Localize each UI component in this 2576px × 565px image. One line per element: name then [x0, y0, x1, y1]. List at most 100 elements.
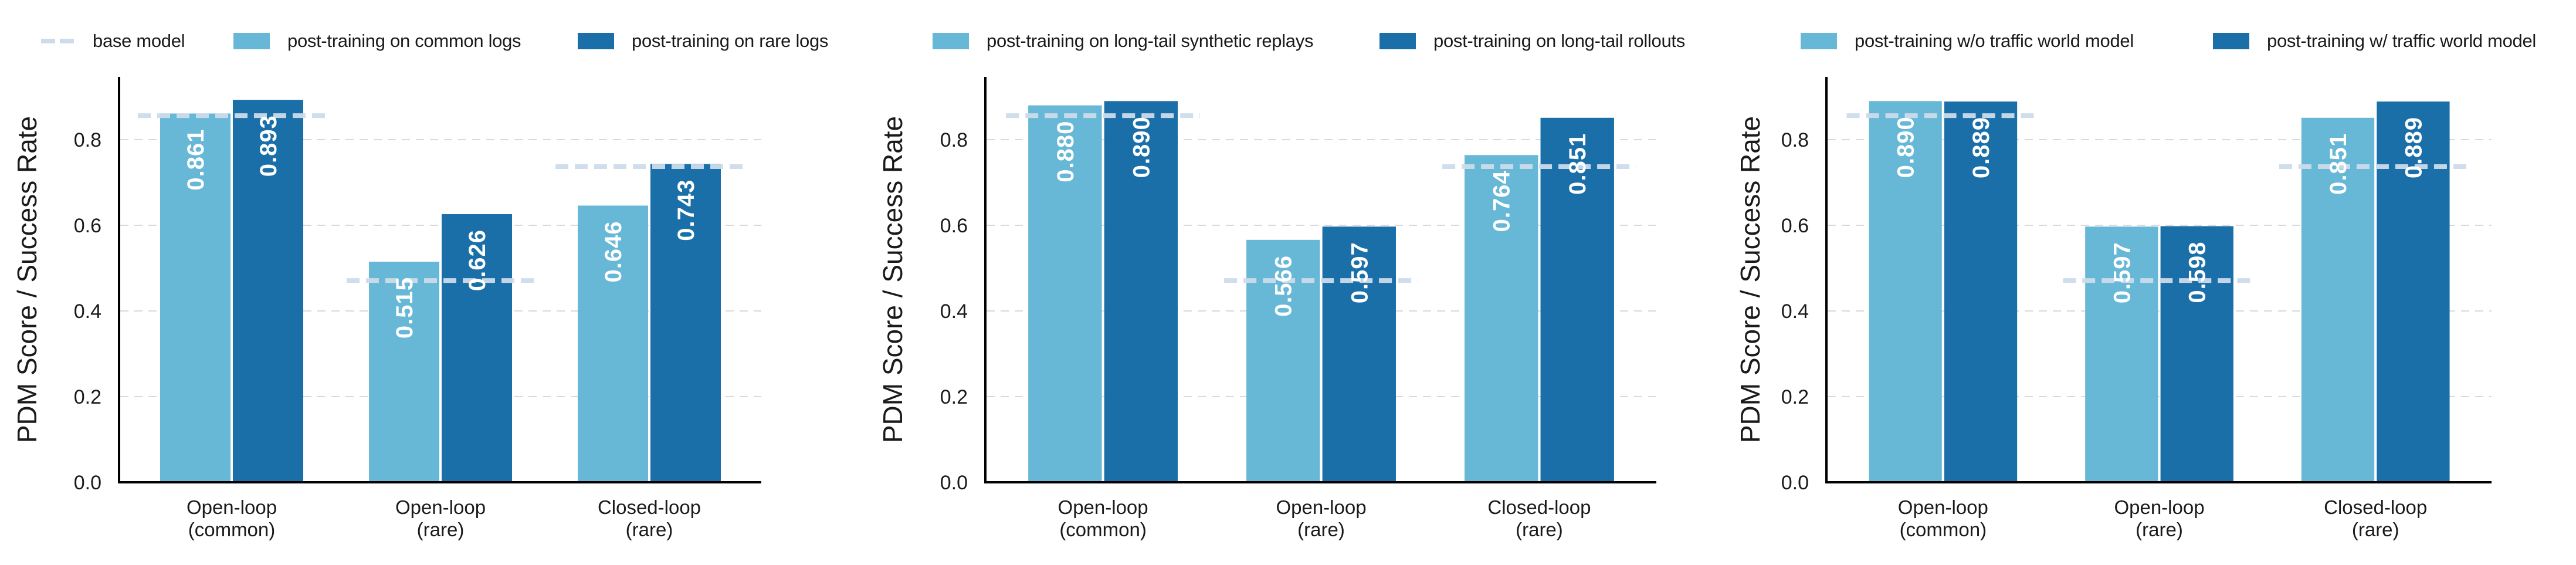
value-label: 0.743 [673, 180, 699, 241]
x-tick-label: Open-loop [1276, 496, 1366, 518]
legend-label: post-training on common logs [287, 31, 521, 51]
legend-label: post-training w/ traffic world model [2267, 31, 2536, 51]
x-tick-label: (rare) [2136, 519, 2183, 540]
value-label: 0.893 [256, 115, 282, 177]
y-tick-label: 0.8 [1781, 129, 1809, 151]
legend-swatch [2213, 33, 2249, 49]
bar [1540, 117, 1614, 482]
bar [1944, 102, 2018, 482]
bar-group: 0.861 0.893 [138, 100, 326, 483]
x-tick-label: (common) [1059, 519, 1147, 540]
value-label: 0.515 [392, 277, 418, 339]
x-tick-label: (common) [1900, 519, 1987, 540]
legend-item: post-training on common logs [233, 28, 521, 54]
value-label: 0.851 [1565, 133, 1591, 195]
y-tick-label: 0.6 [940, 215, 968, 237]
chart-panel-1: 0.0 0.2 0.4 0.6 0.8 PDM Score / Success Rate 0… [12, 77, 761, 540]
legend-swatch [933, 33, 969, 49]
chart-panel-2: 0.0 0.2 0.4 0.6 0.8 PDM Score / Success Rate 0… [877, 77, 1656, 540]
legend-swatch [233, 33, 270, 49]
legend-swatch [1379, 33, 1416, 49]
value-label: 0.889 [1968, 117, 1994, 178]
bar [2085, 226, 2158, 482]
y-tick-label: 0.0 [1781, 472, 1809, 494]
legend-label: post-training w/o traffic world model [1855, 31, 2134, 51]
bar [160, 113, 231, 483]
bar-group: 0.597 0.598 [2063, 226, 2256, 482]
y-tick-label: 0.2 [940, 386, 968, 408]
bar-group: 0.764 0.851 [1442, 117, 1636, 482]
value-label: 0.566 [1271, 255, 1297, 317]
value-label: 0.598 [2185, 241, 2211, 303]
legend-swatch [1801, 33, 1837, 49]
y-tick-label: 0.2 [1781, 386, 1809, 408]
legend-item: post-training w/ traffic world model [2213, 28, 2536, 54]
x-tick-label: Closed-loop [1487, 496, 1591, 518]
bar-group: 0.890 0.889 [1846, 101, 2040, 483]
legend-item: post-training w/o traffic world model [1801, 28, 2134, 54]
value-label: 0.890 [1893, 116, 1919, 178]
y-tick-label: 0.8 [74, 129, 101, 151]
y-tick-label: 0.4 [940, 300, 968, 323]
y-tick-label: 0.8 [940, 129, 968, 151]
y-tick-label: 0.6 [1781, 215, 1809, 237]
y-tick-label: 0.0 [74, 472, 101, 494]
legend-item: post-training on long-tail synthetic rep… [933, 28, 1313, 54]
bar [442, 214, 512, 482]
bar [1464, 155, 1538, 482]
bar-group: 0.646 0.743 [555, 164, 743, 482]
value-label: 0.626 [465, 229, 490, 291]
legend-item: post-training on rare logs [578, 28, 828, 54]
bar [2160, 226, 2233, 482]
legend-swatch [578, 33, 614, 49]
bar-group: 0.880 0.890 [1006, 101, 1200, 483]
y-tick-label: 0.2 [74, 386, 101, 408]
x-tick-label: Open-loop [1898, 496, 1988, 518]
chart-panel-3: 0.0 0.2 0.4 0.6 0.8 PDM Score / Success Rate 0… [1735, 77, 2492, 540]
value-label: 0.851 [2326, 133, 2351, 195]
value-label: 0.597 [2109, 242, 2135, 303]
legend-item: post-training on long-tail rollouts [1379, 28, 1685, 54]
bar-group: 0.851 0.889 [2279, 102, 2472, 482]
legend-label: base model [93, 31, 185, 51]
dashed-line-icon [40, 33, 76, 49]
x-tick-label: Closed-loop [2324, 496, 2427, 518]
x-tick-label: Closed-loop [598, 496, 701, 518]
y-axis-label: PDM Score / Success Rate [877, 116, 908, 443]
bar [369, 262, 439, 482]
legend-label: post-training on long-tail rollouts [1433, 31, 1685, 51]
x-tick-label: Open-loop [187, 496, 277, 518]
bar [1869, 101, 1942, 483]
y-tick-label: 0.4 [74, 300, 101, 323]
x-tick-label: (rare) [1297, 519, 1345, 540]
x-tick-label: (rare) [2352, 519, 2399, 540]
x-tick-label: (rare) [1516, 519, 1563, 540]
x-tick-label: Open-loop [1058, 496, 1148, 518]
value-label: 0.861 [183, 128, 209, 190]
legend-label: post-training on long-tail synthetic rep… [987, 31, 1314, 51]
x-tick-label: (rare) [626, 519, 673, 540]
y-axis-label: PDM Score / Success Rate [1735, 116, 1765, 443]
bar-group: 0.515 0.626 [347, 214, 534, 482]
bar-group: 0.566 0.597 [1224, 226, 1418, 482]
x-tick-label: Open-loop [395, 496, 486, 518]
y-tick-label: 0.6 [74, 215, 101, 237]
value-label: 0.764 [1489, 170, 1515, 232]
y-tick-label: 0.0 [940, 472, 968, 494]
bar [578, 205, 648, 482]
bar [1322, 226, 1396, 482]
legend-label: post-training on rare logs [632, 31, 829, 51]
bar [650, 164, 721, 482]
legend-item: base model [40, 28, 185, 54]
y-tick-label: 0.4 [1781, 300, 1809, 323]
bar [233, 100, 303, 483]
x-tick-label: (common) [188, 519, 276, 540]
bar [1028, 105, 1102, 483]
bar [2301, 117, 2375, 482]
value-label: 0.889 [2401, 117, 2426, 178]
x-tick-label: Open-loop [2114, 496, 2204, 518]
value-label: 0.890 [1128, 116, 1154, 178]
value-label: 0.646 [601, 221, 626, 282]
y-axis-label: PDM Score / Success Rate [12, 116, 42, 443]
